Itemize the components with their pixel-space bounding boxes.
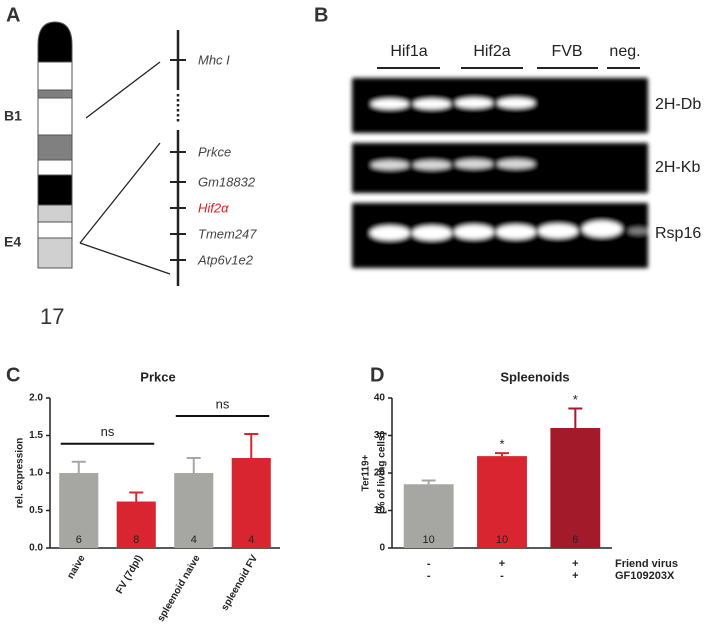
panel-label: B <box>314 4 328 26</box>
n-label: 4 <box>248 534 254 546</box>
y-tick-label: 20 <box>374 468 386 479</box>
bar <box>477 456 527 548</box>
condition-value: + <box>572 558 578 570</box>
condition-name: GF109203X <box>615 570 675 582</box>
n-label: 6 <box>572 534 578 546</box>
y-axis-label: [% of living cells] <box>377 432 388 514</box>
gel-group: Hif2a <box>473 43 510 60</box>
gel-group: FVB <box>551 43 582 60</box>
gel-row-label: 2H-Db <box>655 96 701 113</box>
x-tick-label: spleenoid FV <box>219 553 260 613</box>
bar <box>403 484 454 548</box>
chart-title: Prkce <box>140 369 175 384</box>
chromosome <box>37 21 73 269</box>
gene-label: Atp6v1e2 <box>197 252 254 267</box>
band-label: B1 <box>4 108 22 124</box>
gel-row-label: Rsp16 <box>655 225 701 242</box>
comparison-label: ns <box>216 396 230 411</box>
gene-label: Gm18832 <box>198 174 256 189</box>
gene-label: Tmem247 <box>198 226 257 241</box>
gel-row-label: 2H-Kb <box>655 159 700 176</box>
significance: * <box>499 437 504 452</box>
y-tick-label: 0 <box>379 543 385 554</box>
bar <box>116 501 156 548</box>
n-label: 10 <box>496 534 508 546</box>
condition-value: + <box>572 570 578 582</box>
x-tick-label: naive <box>65 553 88 581</box>
condition-value: - <box>427 558 431 570</box>
chart-title: Spleenoids <box>500 369 569 384</box>
y-tick-label: 1.0 <box>29 468 43 479</box>
band-label: E4 <box>4 234 21 250</box>
x-tick-label: spleenoid naive <box>156 553 203 624</box>
condition-name: Friend virus <box>615 558 678 570</box>
y-tick-label: 40 <box>374 393 386 404</box>
y-tick-label: 2.0 <box>29 393 43 404</box>
panel-label: C <box>6 364 20 386</box>
bar <box>59 473 99 548</box>
y-tick-label: 30 <box>374 430 386 441</box>
y-tick-label: 0.5 <box>29 505 43 516</box>
bar <box>231 458 271 548</box>
gel-group: neg. <box>609 43 640 60</box>
n-label: 6 <box>76 534 82 546</box>
panel-label: D <box>370 364 384 386</box>
n-label: 10 <box>423 534 435 546</box>
y-axis-label: rel. expression <box>15 438 26 509</box>
charts: Prkce 0.0 0.5 1.0 1.5 2.0 rel. expression 6 naiv… <box>15 369 678 623</box>
condition-value: - <box>427 570 431 582</box>
bar <box>174 473 214 548</box>
significance: * <box>573 392 578 407</box>
panel-label: A <box>6 4 20 26</box>
bar <box>550 428 601 548</box>
x-tick-label: FV (7dpl) <box>114 553 145 596</box>
y-tick-label: 10 <box>374 505 386 516</box>
gene-label: Hif2α <box>198 200 229 215</box>
comparison-label: ns <box>101 424 115 439</box>
y-axis-label: Ter119+ <box>361 454 372 491</box>
gel <box>352 78 648 268</box>
gel-group: Hif1a <box>390 43 427 60</box>
condition-value: - <box>500 570 504 582</box>
condition-value: + <box>499 558 505 570</box>
n-label: 4 <box>191 534 197 546</box>
chromosome-number: 17 <box>40 304 64 329</box>
gene-label: Mhc I <box>198 52 230 67</box>
map-lines <box>79 30 186 286</box>
gene-label: Prkce <box>198 144 231 159</box>
y-tick-label: 1.5 <box>29 430 43 441</box>
y-tick-label: 0.0 <box>29 543 43 554</box>
n-label: 8 <box>133 534 139 546</box>
